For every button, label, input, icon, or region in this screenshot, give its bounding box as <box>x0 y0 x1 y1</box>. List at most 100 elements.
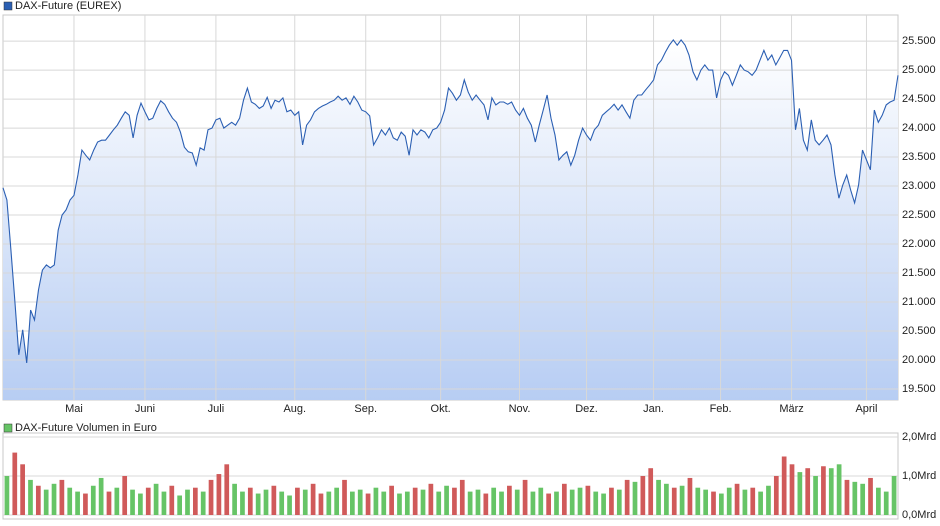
volume-bar <box>310 483 316 515</box>
volume-bar <box>475 489 481 515</box>
y-tick-label: 22.000 <box>902 238 936 250</box>
volume-bar <box>876 487 881 515</box>
x-tick-label: März <box>779 403 803 415</box>
volume-bar <box>130 489 135 515</box>
volume-bar <box>122 476 128 515</box>
volume-bar <box>255 493 261 515</box>
volume-bar <box>561 483 567 515</box>
volume-bar <box>295 487 300 515</box>
volume-bar <box>609 487 614 515</box>
x-tick-label: Mai <box>65 403 83 415</box>
volume-bar <box>98 477 104 515</box>
y-tick-label: 23.500 <box>902 151 936 163</box>
volume-bar <box>357 489 363 515</box>
volume-bar <box>342 479 347 515</box>
volume-bar <box>569 489 575 515</box>
volume-bar <box>404 491 410 515</box>
volume-bar <box>216 474 222 515</box>
volume-bar <box>444 485 449 515</box>
volume-bar <box>491 487 497 515</box>
volume-bar <box>20 464 25 515</box>
volume-bar <box>334 487 340 515</box>
volume-bar <box>459 479 465 515</box>
volume-bar <box>51 483 57 515</box>
volume-bar <box>28 479 33 515</box>
volume-bar <box>860 483 866 515</box>
y-tick-label: 23.000 <box>902 180 936 192</box>
volume-bar <box>805 468 811 515</box>
volume-bar <box>624 479 630 515</box>
y-tick-label: 24.500 <box>902 93 936 105</box>
volume-bar <box>499 491 504 515</box>
y-tick-label: 25.500 <box>902 35 936 47</box>
volume-bar <box>185 489 190 515</box>
volume-bar <box>868 477 873 515</box>
volume-bar <box>59 479 65 515</box>
volume-bar <box>483 493 489 515</box>
volume-bar <box>35 485 41 515</box>
volume-bar <box>852 481 858 515</box>
volume-bar <box>742 489 748 515</box>
volume-bar <box>208 479 214 515</box>
volume-bar <box>90 485 96 515</box>
volume-bar <box>192 487 198 515</box>
y-tick-label: 1,0Mrd <box>902 470 936 482</box>
volume-bar <box>467 491 473 515</box>
y-tick-label: 20.500 <box>902 325 936 337</box>
y-tick-label: 2,0Mrd <box>902 431 936 443</box>
x-tick-label: Feb. <box>710 403 732 415</box>
volume-bar <box>240 491 245 515</box>
volume-bar <box>145 487 151 515</box>
y-tick-label: 24.000 <box>902 122 936 134</box>
legend-label: DAX-Future (EUREX) <box>15 0 121 12</box>
x-tick-label: Juli <box>208 403 225 415</box>
volume-bar <box>271 485 277 515</box>
volume-bar <box>428 483 434 515</box>
volume-bar <box>679 485 685 515</box>
volume-bar <box>750 487 756 515</box>
x-tick-label: Juni <box>135 403 155 415</box>
volume-bar <box>664 483 669 515</box>
volume-bar <box>177 495 182 515</box>
x-tick-label: Okt. <box>431 403 451 415</box>
volume-bar <box>138 493 143 515</box>
volume-bar <box>83 493 88 515</box>
volume-bar <box>766 485 771 515</box>
y-tick-label: 21.500 <box>902 267 936 279</box>
y-tick-label: 22.500 <box>902 209 936 221</box>
volume-bar <box>302 489 308 515</box>
volume-bar <box>789 464 795 515</box>
volume-bar <box>287 495 292 515</box>
volume-bar <box>844 479 850 515</box>
area <box>3 39 898 401</box>
volume-bar <box>593 491 599 515</box>
volume-bar <box>263 489 269 515</box>
volume-bar <box>373 487 379 515</box>
volume-bar <box>4 476 10 515</box>
y-tick-label: 0,0Mrd <box>902 509 936 521</box>
volume-bar <box>656 479 661 515</box>
volume-bar <box>601 493 606 515</box>
volume-bar <box>530 491 536 515</box>
volume-bar <box>577 487 583 515</box>
volume-bar <box>883 491 889 515</box>
legend-label: DAX-Future Volumen in Euro <box>15 422 157 434</box>
volume-bar <box>326 491 332 515</box>
volume-bar <box>836 464 842 515</box>
volume-bar <box>200 491 206 515</box>
volume-bar <box>773 476 779 515</box>
volume-bar <box>106 491 112 515</box>
volume-bar <box>828 468 834 515</box>
x-tick-label: Nov. <box>509 403 531 415</box>
volume-bar <box>412 487 418 515</box>
volume-bar <box>640 476 646 515</box>
volume-bar <box>821 466 826 515</box>
y-tick-label: 25.000 <box>902 64 936 76</box>
volume-bar <box>703 489 709 515</box>
volume-bar <box>734 483 740 515</box>
volume-bar <box>169 485 175 515</box>
volume-bar <box>695 487 701 515</box>
volume-bar <box>616 489 622 515</box>
volume-bar <box>420 489 426 515</box>
